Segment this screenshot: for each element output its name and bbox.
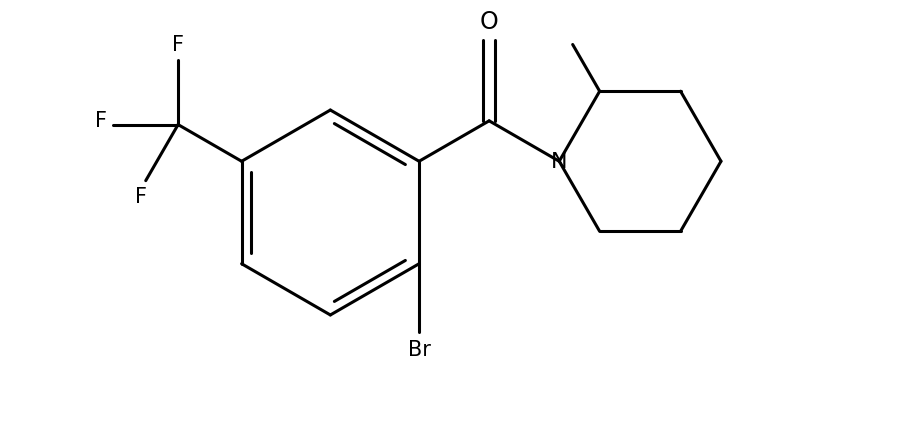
Text: F: F — [95, 111, 107, 131]
Text: F: F — [136, 187, 147, 207]
Text: N: N — [551, 152, 568, 172]
Text: O: O — [480, 10, 498, 35]
Text: Br: Br — [408, 339, 430, 359]
Text: F: F — [172, 35, 184, 55]
